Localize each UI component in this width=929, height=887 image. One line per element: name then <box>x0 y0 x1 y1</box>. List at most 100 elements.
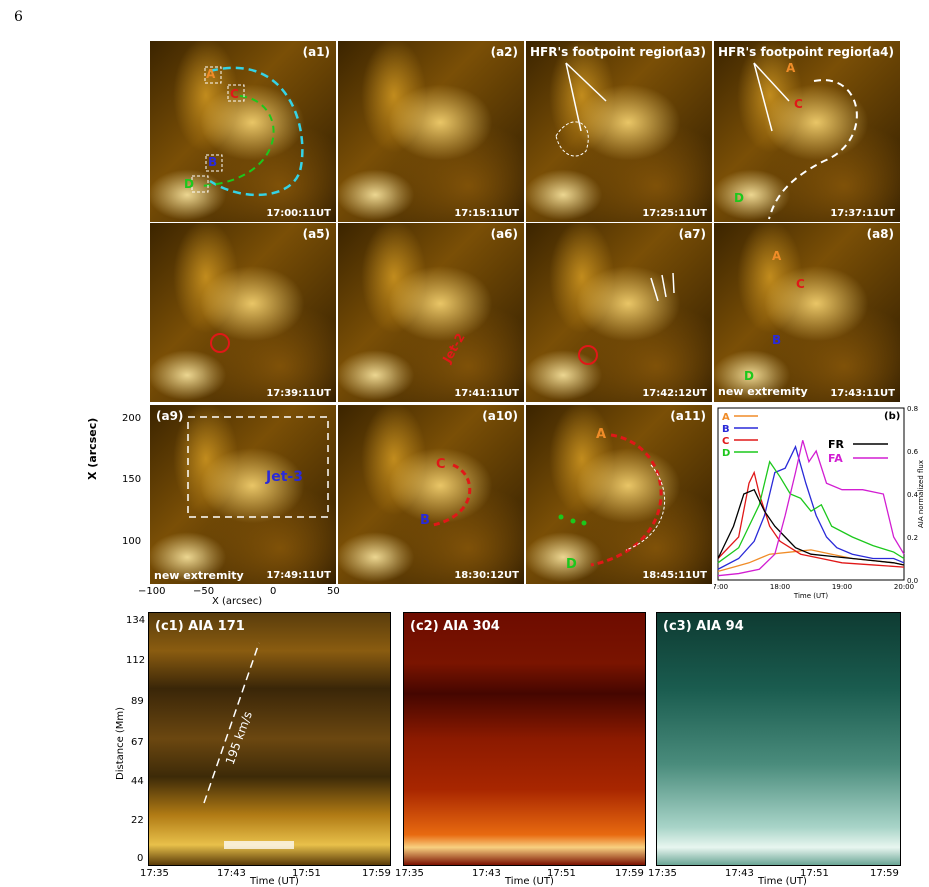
panel-time: 17:37:11UT <box>830 208 895 219</box>
label-C: C <box>794 97 803 111</box>
a9-xtick: 0 <box>270 586 277 597</box>
panel-a1: A C B D (a1) 17:00:11UT <box>150 41 336 222</box>
chart-frame <box>717 407 905 581</box>
label-C: C <box>230 87 239 101</box>
panel-label: (a3) <box>678 45 706 59</box>
stack-xtick: 17:51 <box>800 868 829 879</box>
y-tick-label: 0.6 <box>907 448 919 456</box>
legend-label-A: A <box>722 412 730 423</box>
stack-xlabel: Time (UT) <box>250 876 299 887</box>
chart-panel-label: (b) <box>884 411 900 422</box>
stack-c2: (c2) AIA 304 <box>403 612 646 866</box>
footpoint-label: HFR's footpoint region <box>718 45 871 59</box>
label-A: A <box>596 427 607 442</box>
panel-time: 17:41:11UT <box>454 388 519 399</box>
stack-ytick: 22 <box>131 815 144 826</box>
a10-overlay <box>432 463 472 527</box>
jet2-label: Jet-2 <box>439 330 468 366</box>
legend-label-B: B <box>722 424 730 435</box>
panel-label: (a9) <box>156 409 184 423</box>
stack-xlabel: Time (UT) <box>758 876 807 887</box>
panel-time: 18:30:12UT <box>454 570 519 581</box>
a9-ytick: 200 <box>122 413 142 424</box>
stack-c1: (c1) AIA 171 195 km/s <box>148 612 391 866</box>
label-D: D <box>734 191 744 205</box>
new-extremity-label: new extremity <box>154 569 244 582</box>
a9-ytick: 150 <box>122 474 142 485</box>
stack-ylabel: Distance (Mm) <box>115 706 126 780</box>
label-B: B <box>772 333 782 347</box>
stack-label: (c1) AIA 171 <box>155 619 245 634</box>
panel-time: 17:39:11UT <box>266 388 331 399</box>
panel-time: 17:25:11UT <box>642 208 707 219</box>
label-B: B <box>420 513 430 528</box>
panel-label: (a2) <box>490 45 518 59</box>
series-line-FA <box>717 440 905 577</box>
a1-overlay <box>191 66 304 197</box>
panel-a3: HFR's footpoint region (a3) 17:25:11UT <box>526 41 712 222</box>
panel-label: (a11) <box>670 409 706 423</box>
stack-xtick: 17:43 <box>217 868 246 879</box>
label-C: C <box>436 457 446 472</box>
series-line-D <box>717 460 905 564</box>
panel-a2: (a2) 17:15:11UT <box>338 41 524 222</box>
panel-a4: HFR's footpoint region A C D (a4) 17:37:… <box>714 41 900 222</box>
stack-xtick: 17:59 <box>870 868 899 879</box>
label-C: C <box>796 277 805 291</box>
series-line-FR <box>717 488 905 566</box>
y-axis-label: AIA normalized flux <box>917 460 925 528</box>
stack-label: (c3) AIA 94 <box>663 619 744 634</box>
panel-label: (a6) <box>490 227 518 241</box>
panel-time: 17:00:11UT <box>266 208 331 219</box>
y-tick-label: 0.4 <box>907 491 919 499</box>
stack-xtick: 17:43 <box>472 868 501 879</box>
label-A: A <box>786 61 796 75</box>
panel-a10: C B (a10) 18:30:12UT <box>338 405 524 584</box>
panel-time: 18:45:11UT <box>642 570 707 581</box>
chart-b-svg: 17:00 18:00 19:00 20:00 Time (UT) 0.0 0.2 0.4 0.… <box>714 405 925 600</box>
footpoint-label: HFR's footpoint region <box>530 45 683 59</box>
a3-overlay <box>555 62 607 157</box>
legend-label-D: D <box>722 448 730 459</box>
stack-c3: (c3) AIA 94 <box>656 612 901 866</box>
page-number: 6 <box>14 9 23 25</box>
stack-xtick: 17:35 <box>648 868 677 879</box>
stack-xlabel: Time (UT) <box>505 876 554 887</box>
panel-label: (a4) <box>866 45 894 59</box>
panel-label: (a10) <box>482 409 518 423</box>
panel-a8: A C B D new extremity (a8) 17:43:11UT <box>714 223 900 402</box>
stack-ytick: 44 <box>131 776 144 787</box>
a9-xlabel: X (arcsec) <box>212 596 263 607</box>
stack-xtick: 17:35 <box>140 868 169 879</box>
stack-xtick: 17:51 <box>547 868 576 879</box>
stack-ytick: 89 <box>131 696 144 707</box>
stack-xtick: 17:35 <box>395 868 424 879</box>
a9-ylabel: X (arcsec) <box>86 417 99 480</box>
chart-b: 17:00 18:00 19:00 20:00 Time (UT) 0.0 0.2 0.4 0.… <box>714 404 929 604</box>
label-B: B <box>208 155 218 169</box>
panel-a11: A D (a11) 18:45:11UT <box>526 405 712 584</box>
panel-a6: Jet-2 (a6) 17:41:11UT <box>338 223 524 402</box>
new-extremity-label: new extremity <box>718 385 808 398</box>
x-tick-label: 18:00 <box>770 583 790 591</box>
a9-xtick: 50 <box>327 586 340 597</box>
panel-a7: (a7) 17:42:12UT <box>526 223 712 402</box>
a11-overlay <box>558 433 666 567</box>
panel-a5: (a5) 17:39:11UT <box>150 223 336 402</box>
panel-time: 17:42:12UT <box>642 388 707 399</box>
legend-label-FA: FA <box>828 452 843 465</box>
stack-xtick: 17:59 <box>362 868 391 879</box>
label-A: A <box>772 249 782 263</box>
label-D: D <box>744 369 754 383</box>
panel-label: (a7) <box>678 227 706 241</box>
stack-xtick: 17:59 <box>615 868 644 879</box>
stack-label: (c2) AIA 304 <box>410 619 500 634</box>
label-A: A <box>206 67 216 81</box>
a4-overlay <box>753 62 858 220</box>
panel-time: 17:49:11UT <box>266 570 331 581</box>
stack-xtick: 17:51 <box>292 868 321 879</box>
y-tick-label: 0.0 <box>907 577 918 585</box>
stack-ytick: 134 <box>126 615 146 626</box>
a9-xtick: −50 <box>193 586 215 597</box>
a9-ytick: 100 <box>122 536 142 547</box>
